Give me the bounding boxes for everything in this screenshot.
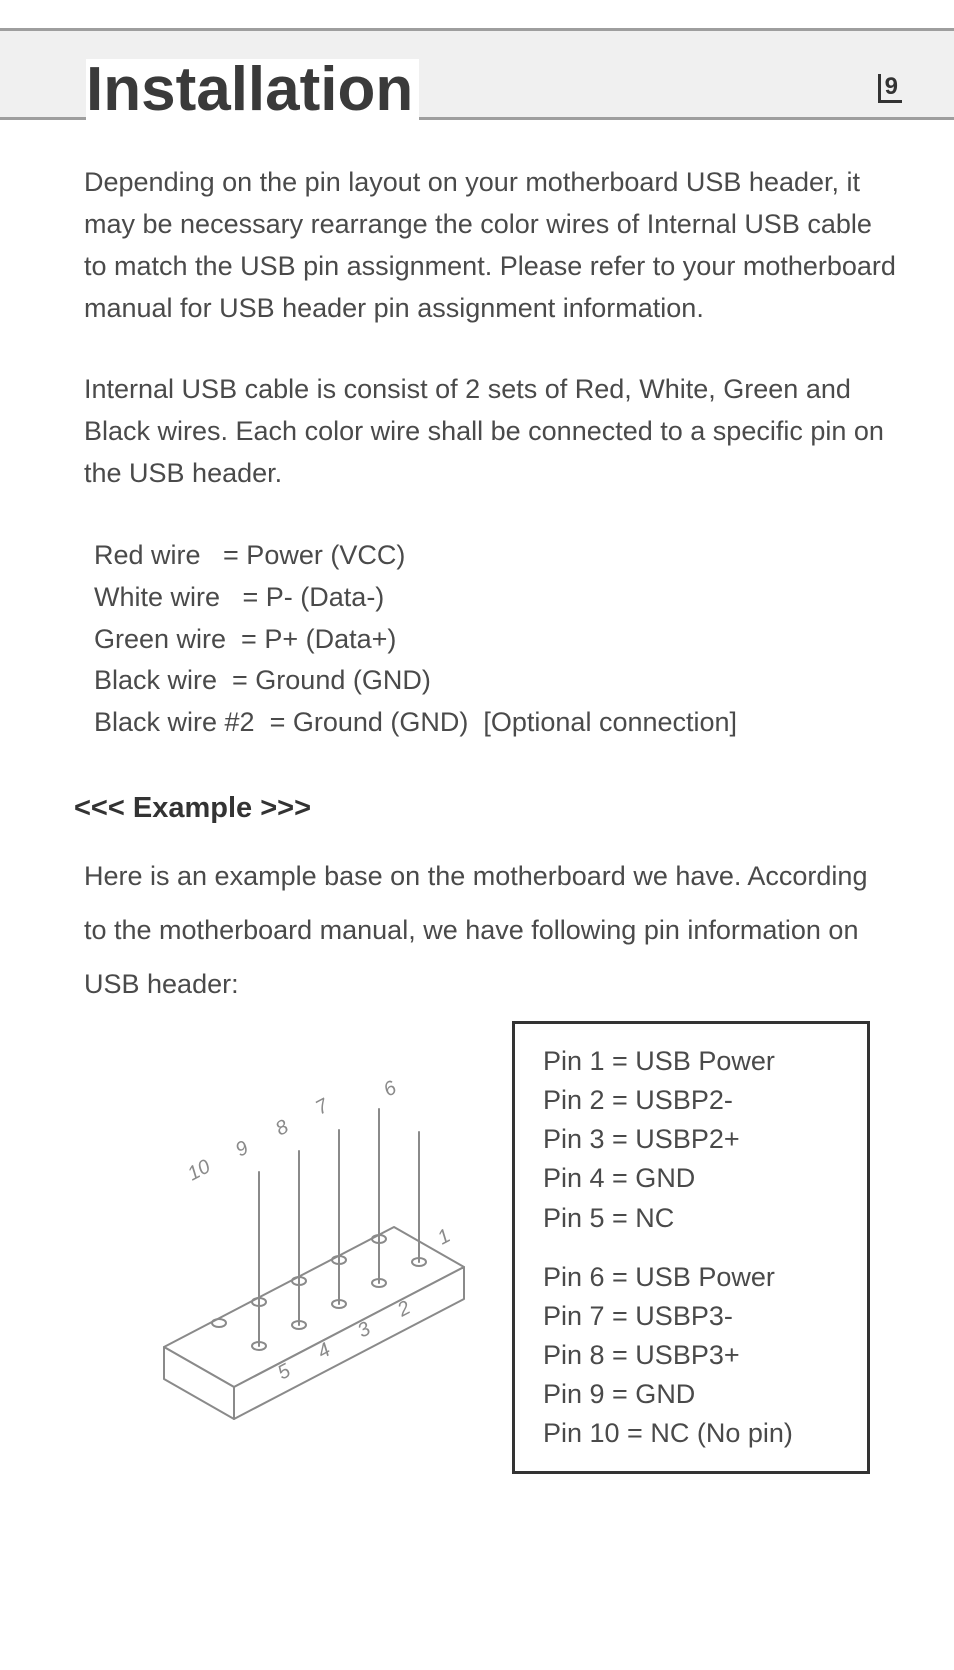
paragraph-intro: Depending on the pin layout on your moth… — [84, 162, 896, 329]
pin-row: Pin 9 = GND — [543, 1375, 849, 1414]
wire-row: Green wire = P+ (Data+) — [94, 619, 896, 661]
pin-row: Pin 7 = USBP3- — [543, 1297, 849, 1336]
wire-row: White wire = P- (Data-) — [94, 577, 896, 619]
pin-header-diagram: 1 2 3 4 5 6 7 8 9 10 — [84, 1021, 504, 1460]
pin-row: Pin 4 = GND — [543, 1159, 849, 1198]
pin-row: Pin 6 = USB Power — [543, 1258, 849, 1297]
page: Installation 9 Depending on the pin layo… — [0, 28, 954, 1670]
page-number: 9 — [878, 74, 902, 103]
paragraph-cable: Internal USB cable is consist of 2 sets … — [84, 369, 896, 495]
pin-row: Pin 3 = USBP2+ — [543, 1120, 849, 1159]
wire-row: Black wire #2 = Ground (GND) [Optional c… — [94, 702, 896, 744]
pin-row: Pin 8 = USBP3+ — [543, 1336, 849, 1375]
svg-text:7: 7 — [312, 1094, 333, 1119]
svg-text:6: 6 — [380, 1076, 401, 1101]
svg-text:1: 1 — [434, 1225, 454, 1250]
wire-row: Black wire = Ground (GND) — [94, 660, 896, 702]
pin-group-b: Pin 6 = USB Power Pin 7 = USBP3- Pin 8 =… — [543, 1258, 849, 1454]
usb-header-icon: 1 2 3 4 5 6 7 8 9 10 — [84, 1027, 504, 1447]
pin-row: Pin 2 = USBP2- — [543, 1081, 849, 1120]
svg-text:10: 10 — [184, 1156, 214, 1186]
header-band: Installation 9 — [0, 28, 954, 120]
pin-group-a: Pin 1 = USB Power Pin 2 = USBP2- Pin 3 =… — [543, 1042, 849, 1238]
example-row: 1 2 3 4 5 6 7 8 9 10 Pin 1 = USB Power — [84, 1021, 896, 1474]
svg-text:8: 8 — [272, 1116, 292, 1141]
pin-row: Pin 5 = NC — [543, 1199, 849, 1238]
wire-assignment-list: Red wire = Power (VCC) White wire = P- (… — [94, 535, 896, 744]
wire-row: Red wire = Power (VCC) — [94, 535, 896, 577]
example-heading: <<< Example >>> — [74, 786, 896, 831]
body-content: Depending on the pin layout on your moth… — [0, 120, 954, 1474]
svg-text:9: 9 — [232, 1137, 252, 1162]
pin-row: Pin 10 = NC (No pin) — [543, 1414, 849, 1453]
paragraph-example: Here is an example base on the motherboa… — [84, 849, 896, 1011]
page-title: Installation — [86, 59, 419, 121]
pin-row: Pin 1 = USB Power — [543, 1042, 849, 1081]
pin-assignment-box: Pin 1 = USB Power Pin 2 = USBP2- Pin 3 =… — [512, 1021, 870, 1474]
